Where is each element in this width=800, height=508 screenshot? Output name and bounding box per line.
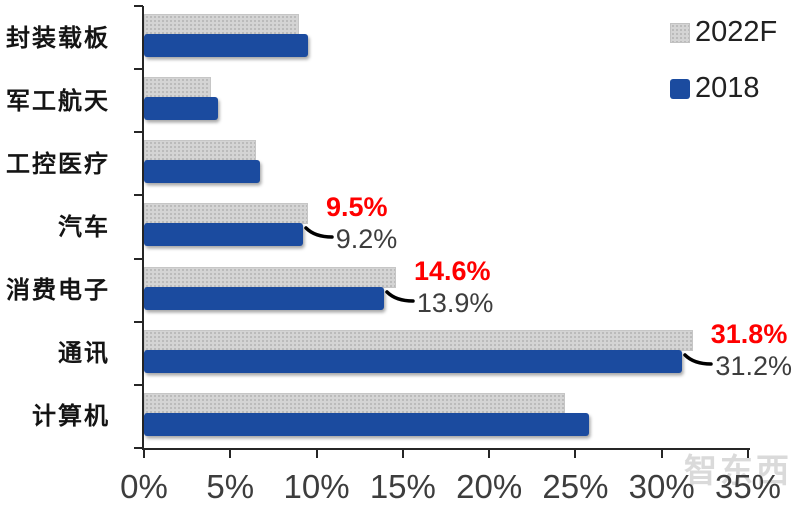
category-label: 消费电子 — [6, 275, 110, 305]
x-axis-label: 30% — [628, 468, 695, 505]
legend-item-2022f: 2022F — [670, 18, 777, 47]
annotation-2018: 13.9% — [416, 287, 494, 318]
x-axis-tick — [488, 448, 491, 458]
x-axis-tick — [315, 448, 318, 458]
legend: 2022F 2018 — [670, 18, 777, 103]
bar-2022f-6 — [144, 392, 566, 414]
x-axis-label: 35% — [714, 468, 782, 505]
legend-label-2022f: 2022F — [695, 16, 778, 48]
bar-2018-1 — [144, 97, 219, 121]
bar-2022f-1 — [144, 77, 212, 99]
x-axis-label: 20% — [456, 468, 523, 505]
legend-label-2018: 2018 — [695, 72, 760, 104]
x-axis-label: 0% — [120, 468, 168, 505]
bar-2022f-5 — [144, 329, 693, 351]
y-axis-line — [142, 6, 144, 450]
x-axis-tick — [660, 448, 663, 458]
x-axis-label: 25% — [542, 468, 609, 505]
y-axis-tick — [134, 194, 143, 197]
annotation-2022f: 14.6% — [413, 255, 491, 286]
x-axis-tick — [229, 448, 232, 458]
legend-swatch-2022f-icon — [670, 22, 690, 43]
x-axis-tick — [401, 448, 404, 458]
category-label: 汽车 — [58, 212, 110, 241]
x-axis-tick — [747, 448, 749, 458]
bar-2022f-4 — [144, 266, 396, 288]
watermark-zhidongxi: 智东西 — [684, 451, 792, 490]
x-axis-label: 15% — [369, 468, 436, 505]
category-label: 工控医疗 — [6, 148, 110, 178]
y-axis-tick — [134, 257, 143, 260]
leader-line — [683, 352, 714, 368]
annotation-2018: 31.2% — [715, 350, 792, 381]
bar-2022f-2 — [144, 140, 257, 162]
annotation-2022f: 9.5% — [325, 192, 388, 223]
x-axis-tick — [574, 448, 577, 458]
y-axis-tick — [134, 383, 143, 386]
legend-item-2018: 2018 — [670, 74, 777, 103]
x-axis-label: 10% — [283, 468, 350, 505]
leader-line — [304, 225, 334, 241]
bar-2018-3 — [144, 223, 303, 247]
bar-2022f-0 — [144, 14, 300, 35]
y-axis-tick — [134, 447, 143, 449]
x-axis-label: 5% — [206, 468, 255, 505]
category-label: 封装载板 — [6, 22, 110, 52]
category-label: 计算机 — [32, 401, 110, 431]
y-axis-tick — [134, 320, 143, 323]
category-label: 通讯 — [58, 338, 110, 368]
bar-2018-0 — [144, 34, 308, 57]
y-axis-tick — [134, 68, 143, 71]
legend-swatch-2018-icon — [670, 78, 690, 99]
y-axis-tick — [134, 131, 143, 134]
bar-2018-4 — [144, 286, 384, 310]
annotation-2018: 9.2% — [335, 224, 398, 255]
bar-2018-6 — [144, 412, 590, 436]
annotation-2022f: 31.8% — [710, 318, 788, 349]
x-axis-line — [142, 448, 750, 450]
bar-2018-2 — [144, 160, 260, 184]
leader-line — [385, 289, 415, 305]
y-axis-tick — [134, 5, 143, 7]
x-axis-tick — [143, 448, 145, 458]
bar-2018-5 — [144, 349, 683, 373]
bar-2022f-3 — [144, 203, 308, 225]
category-label: 军工航天 — [6, 85, 110, 115]
